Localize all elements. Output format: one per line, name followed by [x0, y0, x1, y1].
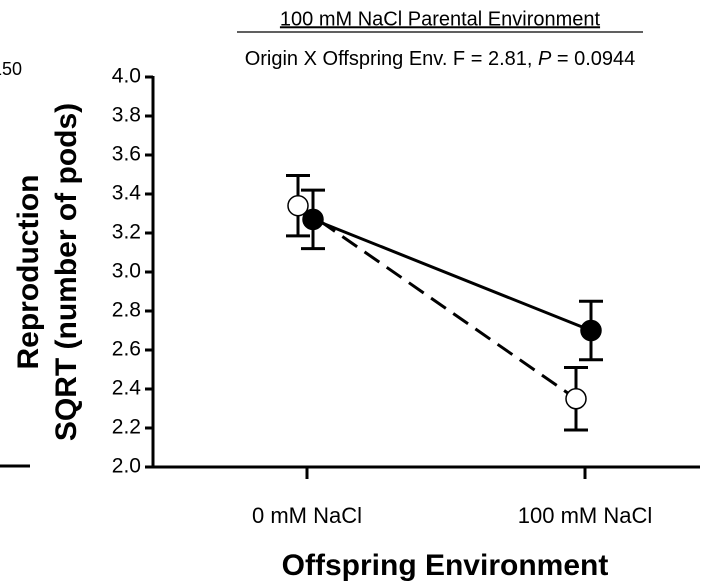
x-axis-label: Offspring Environment [282, 549, 609, 582]
subtitle-part: = 0.0944 [551, 48, 635, 70]
x-tick-label: 0 mM NaCl [252, 503, 362, 528]
y-tick-label: 3.0 [112, 260, 141, 283]
y-tick-label: 2.2 [112, 416, 141, 439]
chart-subtitle: Origin X Offspring Env. F = 2.81, P = 0.… [245, 48, 636, 70]
edge-text: 150 [0, 59, 22, 79]
marker [302, 208, 324, 231]
y-tick-label: 2.8 [112, 299, 141, 322]
y-tick-label: 3.6 [112, 143, 141, 166]
y-tick-label: 3.4 [112, 182, 142, 205]
x-tick-label: 100 mM NaCl [518, 503, 652, 528]
y-tick-label: 4.0 [112, 65, 141, 88]
series-line [297, 204, 577, 400]
y-tick-label: 2.4 [112, 377, 142, 400]
y-tick-label: 2.6 [112, 338, 141, 361]
y-tick-label: 2.0 [112, 455, 141, 478]
marker [580, 319, 602, 342]
subtitle-part: P [538, 48, 552, 70]
subtitle-part: Origin X Offspring Env. F = 2.81, [245, 48, 538, 70]
marker [565, 388, 587, 410]
series-line [312, 217, 592, 332]
marker [287, 194, 309, 217]
y-tick-label: 3.8 [112, 104, 141, 127]
y-tick-label: 3.2 [112, 221, 141, 244]
chart-title: 100 mM NaCl Parental Environment [280, 8, 601, 30]
y-axis-label: SQRT (number of pods) [50, 103, 83, 441]
y-axis-label: Reproduction [12, 175, 45, 370]
